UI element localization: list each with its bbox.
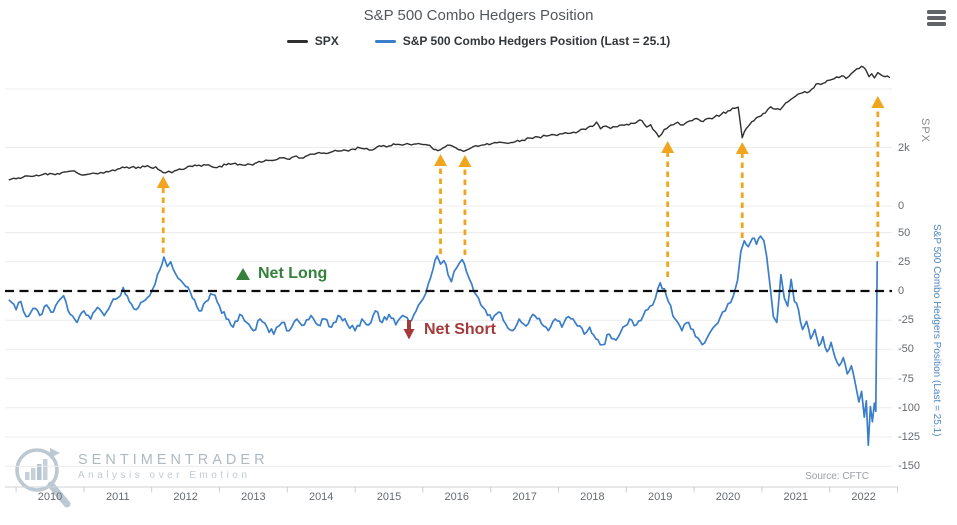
source-label: Source: CFTC xyxy=(805,471,869,482)
x-tick-label: 2017 xyxy=(512,491,537,503)
hedgers-tick-label: -50 xyxy=(898,343,914,356)
hedgers-tick-label: -25 xyxy=(898,314,914,327)
legend-label-hedgers: S&P 500 Combo Hedgers Position (Last = 2… xyxy=(402,34,671,48)
x-tick-label: 2014 xyxy=(308,491,334,503)
watermark: SENTIMENTRADER Analysis over Emotion xyxy=(12,444,269,510)
signal-arrow-head xyxy=(458,155,472,167)
sentimentrader-logo-icon xyxy=(15,448,71,508)
hedgers-axis-title: S&P 500 Combo Hedgers Position (Last = 2… xyxy=(931,224,942,437)
spx-tick-label: 2k xyxy=(898,141,910,154)
x-tick-label: 2013 xyxy=(241,491,266,503)
hedgers-tick-label: 0 xyxy=(898,285,905,297)
x-tick-label: 2019 xyxy=(647,491,673,503)
x-tick-label: 2021 xyxy=(783,491,809,503)
signal-arrow-head xyxy=(871,96,885,108)
hedgers-tick-label: -100 xyxy=(898,401,921,414)
up-arrow-icon xyxy=(236,268,250,280)
net-long-annotation: Net Long xyxy=(236,265,327,283)
hamburger-icon xyxy=(927,10,946,14)
signal-arrow-head xyxy=(434,154,448,166)
hedgers-tick-label: 25 xyxy=(898,255,911,268)
legend-label-spx: SPX xyxy=(314,34,339,48)
hedgers-tick-label: -125 xyxy=(898,431,921,443)
hedgers-tick-label: -150 xyxy=(898,460,921,473)
watermark-text: SENTIMENTRADER Analysis over Emotion xyxy=(78,444,269,481)
x-tick-label: 2011 xyxy=(105,491,130,503)
x-tick-label: 2015 xyxy=(376,491,402,503)
hamburger-icon xyxy=(927,16,946,20)
net-long-label: Net Long xyxy=(258,265,328,282)
x-tick-label: 2020 xyxy=(715,491,741,503)
chart-menu-button[interactable] xyxy=(927,10,947,29)
hamburger-icon xyxy=(927,22,946,26)
hedgers-line xyxy=(8,235,879,447)
x-tick-label: 2010 xyxy=(37,491,63,503)
legend-item-spx[interactable]: SPX xyxy=(286,34,339,48)
hedgers-line-marker xyxy=(374,39,396,43)
down-arrow-icon xyxy=(403,320,415,340)
signal-arrow-head xyxy=(735,142,749,154)
spx-tick-label: 0 xyxy=(898,200,905,212)
net-short-annotation: Net Short xyxy=(402,320,496,340)
spx-line-marker xyxy=(286,39,308,43)
watermark-name: SENTIMENTRADER xyxy=(78,452,269,468)
x-tick-label: 2022 xyxy=(851,491,876,503)
watermark-tagline: Analysis over Emotion xyxy=(78,470,251,481)
spx-line xyxy=(8,65,891,181)
x-tick-label: 2016 xyxy=(444,491,470,503)
hedgers-tick-label: 50 xyxy=(898,226,911,239)
x-tick-label: 2018 xyxy=(580,491,605,503)
signal-arrow-head xyxy=(661,141,675,153)
chart-title: S&P 500 Combo Hedgers Position xyxy=(363,7,594,24)
hedgers-tick-label: -75 xyxy=(898,372,914,385)
spx-axis-title: SPX xyxy=(919,118,931,144)
x-tick-label: 2012 xyxy=(173,491,198,503)
net-short-label: Net Short xyxy=(424,321,496,338)
legend: SPX S&P 500 Combo Hedgers Position (Last… xyxy=(0,34,957,48)
signal-arrow-head xyxy=(156,176,170,188)
legend-item-hedgers[interactable]: S&P 500 Combo Hedgers Position (Last = 2… xyxy=(374,34,671,48)
